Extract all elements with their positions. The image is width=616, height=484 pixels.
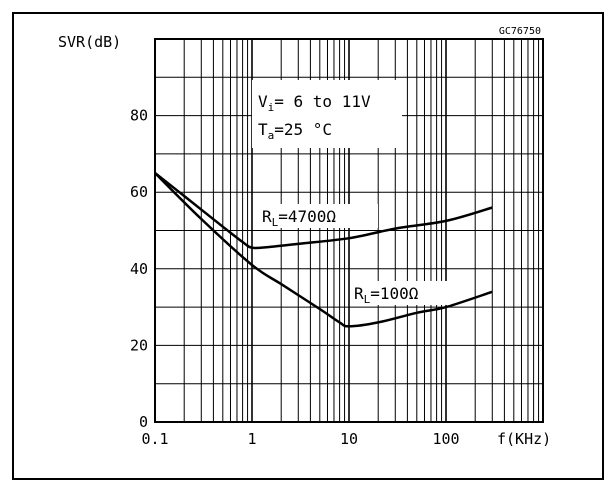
x-tick-label: 10: [340, 430, 358, 448]
x-tick-label: 1: [247, 430, 256, 448]
vi-symbol: V: [258, 92, 268, 111]
rl100-value: =100Ω: [370, 284, 419, 303]
series-label-rl100: RL=100Ω: [354, 284, 419, 306]
series-label-bg-rl4700: [258, 204, 378, 228]
vi-subscript: i: [268, 101, 275, 114]
series-label-bg-rl100: [350, 281, 450, 305]
y-tick-label: 80: [130, 107, 148, 125]
rl4700-subscript: L: [272, 216, 279, 229]
series-lines: [154, 172, 493, 328]
vi-value: = 6 to 11V: [274, 92, 371, 111]
series-line-rl100: [154, 172, 493, 328]
y-axis-label: SVR(dB): [58, 33, 121, 51]
y-tick-label: 20: [130, 336, 148, 354]
series-line-rl4700: [154, 172, 493, 250]
series-label-rl4700: RL=4700Ω: [262, 207, 336, 229]
rl4700-symbol: R: [262, 207, 272, 226]
ta-symbol: T: [258, 120, 268, 139]
conditions-box: [252, 80, 402, 148]
condition-vi: Vi= 6 to 11V: [258, 92, 371, 114]
tick-labels: 0.1 1 10 100 0 20 40 60 80: [130, 107, 460, 448]
figure-code: GC76750: [499, 26, 541, 37]
x-axis-label: f(KHz): [497, 430, 551, 448]
rl4700-value: =4700Ω: [278, 207, 336, 226]
condition-ta: Ta=25 °C: [258, 120, 332, 142]
rl100-symbol: R: [354, 284, 364, 303]
plot-area-border: [154, 38, 544, 423]
y-tick-label: 0: [139, 413, 148, 431]
y-tick-label: 60: [130, 183, 148, 201]
rl100-subscript: L: [364, 293, 371, 306]
ta-value: =25 °C: [274, 120, 332, 139]
x-tick-label: 100: [432, 430, 459, 448]
ta-subscript: a: [268, 129, 275, 142]
x-tick-label: 0.1: [141, 430, 168, 448]
y-tick-label: 40: [130, 260, 148, 278]
